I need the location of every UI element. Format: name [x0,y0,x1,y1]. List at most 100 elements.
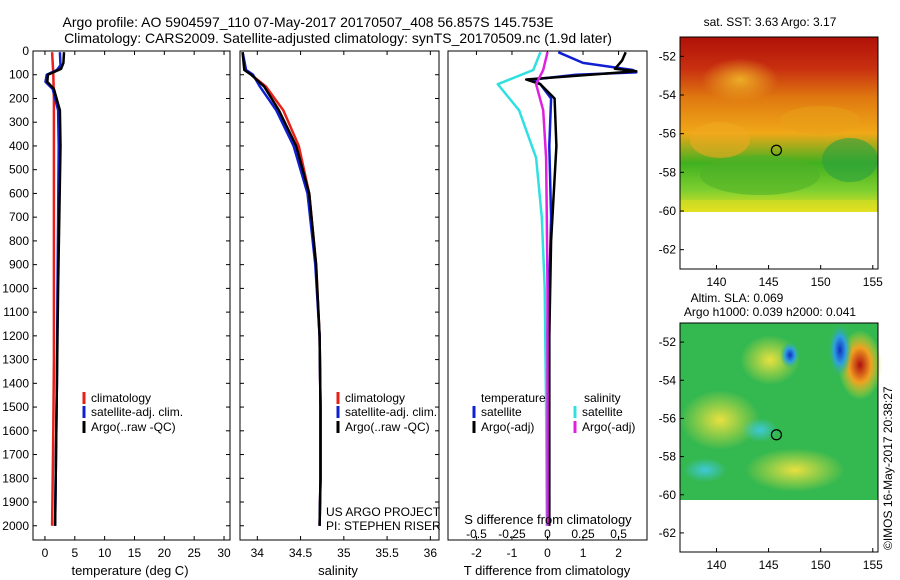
salinity-x-axis-label: salinity [318,563,358,578]
x-tick-label: 145 [759,558,779,572]
x-tick-label: 140 [706,275,726,289]
s-tick-label: 0.25 [571,527,595,541]
x-tick-label: 34.5 [289,546,313,560]
project-line1: US ARGO PROJECT [326,505,441,519]
difference-plot: -2 -1 0 1 2 -0.5 -0.25 0 0.25 0.5 [466,51,638,560]
x-tick-label: 155 [863,558,883,572]
y-tick-label: 1200 [2,329,29,343]
legend-label-satellite: satellite-adj. clim. [91,405,183,419]
y-tick-label: 1100 [3,305,29,319]
y-tick-label: -54 [659,373,677,387]
x-tick-label: -2 [471,546,482,560]
x-tick-label: 35.5 [375,546,399,560]
legend-label-t-argo: Argo(-adj) [481,420,534,434]
argo-location-marker [770,429,783,441]
y-tick-label: 700 [9,210,29,224]
legend-label-s-argo: Argo(-adj) [582,420,635,434]
series-line-argo-adj- [524,51,638,526]
y-tick-label: -52 [659,335,677,349]
y-tick-label: 200 [9,91,29,105]
x-tick-label: 30 [217,546,231,560]
y-tick-label: -58 [659,450,677,464]
legend-title-temperature: temperature [481,391,546,405]
x-tick-label: 10 [98,546,112,560]
series-line-argo-adj- [534,51,549,526]
s-tick-label: 0 [544,527,551,541]
salinity-legend: climatology satellite-adj. clim. Argo(..… [336,391,437,434]
y-tick-label: 1900 [2,495,29,509]
y-tick-label: -56 [659,411,677,425]
salinity-plot: 34 34.5 35 35.5 36 [240,50,439,560]
y-tick-label: 100 [9,68,29,82]
y-tick-label: -62 [659,526,677,540]
y-tick-label: 600 [9,186,29,200]
series-line-climatology [50,52,56,526]
legend-label-argo: Argo(..raw -QC) [91,420,176,434]
y-tick-label: 300 [9,115,29,129]
legend-label-climatology: climatology [91,391,151,405]
y-tick-label: -52 [659,49,677,63]
x-tick-label: 20 [158,546,172,560]
sla-map-subtitle: Argo h1000: 0.039 h2000: 0.041 [684,305,856,319]
temperature-legend: climatology satellite-adj. clim. Argo(..… [82,391,183,434]
credit-text: ©IMOS 16-May-2017 20:38:27 [881,386,895,550]
y-tick-label: 1000 [2,281,29,295]
x-tick-label: 34 [251,546,265,560]
sla-map-image [680,322,882,500]
series-line-argo-raw-qc- [46,52,66,526]
y-tick-label: 400 [9,139,29,153]
x-tick-label: 150 [811,275,831,289]
sst-map-image [680,37,878,212]
y-tick-label: 800 [9,234,29,248]
y-tick-label: -60 [659,488,677,502]
legend-label-t-satellite: satellite [481,405,522,419]
legend-label-s-satellite: satellite [582,405,623,419]
temperature-x-axis-label: temperature (deg C) [71,563,188,578]
salinity-panel-frame [239,50,440,541]
sla-map-frame [679,322,879,553]
y-tick-label: -60 [659,204,677,218]
legend-label-climatology: climatology [345,391,405,405]
sla-map-title: Altim. SLA: 0.069 [691,291,784,305]
project-line2: PI: STEPHEN RISER [326,519,441,533]
s-tick-label: 0.5 [610,527,627,541]
difference-legend: temperature salinity satellite Argo(-adj… [472,391,635,434]
series-line-satellite [496,51,549,526]
legend-label-satellite: satellite-adj. clim. [345,405,437,419]
argo-location-marker [770,144,783,156]
x-tick-label: 1 [580,546,587,560]
x-tick-label: 150 [811,558,831,572]
y-tick-label: 500 [9,163,29,177]
y-tick-label: 1600 [2,424,29,438]
sst-map-title: sat. SST: 3.63 Argo: 3.17 [704,15,837,29]
y-tick-label: -54 [659,88,677,102]
sst-map-axes: 140 145 150 155 -52 -54 -56 -58 -60 -62 [659,49,883,289]
y-tick-label: -56 [659,127,677,141]
difference-x-axis-label: T difference from climatology [464,563,631,578]
x-tick-label: 155 [863,275,883,289]
x-tick-label: 2 [615,546,622,560]
x-tick-label: 0 [544,546,551,560]
x-tick-label: 35 [337,546,351,560]
s-tick-label: -0.25 [498,527,526,541]
sla-map-axes: 140 145 150 155 -52 -54 -56 -58 -60 -62 [659,335,883,572]
y-tick-label: 2000 [2,519,29,533]
y-tick-label: -62 [659,243,677,257]
s-tick-label: -0.5 [466,527,487,541]
x-tick-label: 5 [71,546,78,560]
sst-map-frame [679,36,879,270]
x-tick-label: 145 [759,275,779,289]
y-tick-label: 0 [22,44,29,58]
x-tick-label: 140 [706,558,726,572]
temperature-plot: 0 100 200 300 400 500 600 700 800 900 1000 1100 1200… [2,44,231,560]
series-line-argo-raw-qc- [241,52,322,526]
y-tick-label: 1400 [2,376,29,390]
y-tick-label: -58 [659,165,677,179]
difference-top-axis-label: S difference from climatology [464,512,632,527]
legend-title-salinity: salinity [584,391,621,405]
y-tick-label: 1500 [2,400,29,414]
y-tick-label: 900 [9,258,29,272]
x-tick-label: 25 [188,546,202,560]
x-tick-label: -1 [507,546,518,560]
series-line-satellite-adj-clim- [241,51,322,526]
